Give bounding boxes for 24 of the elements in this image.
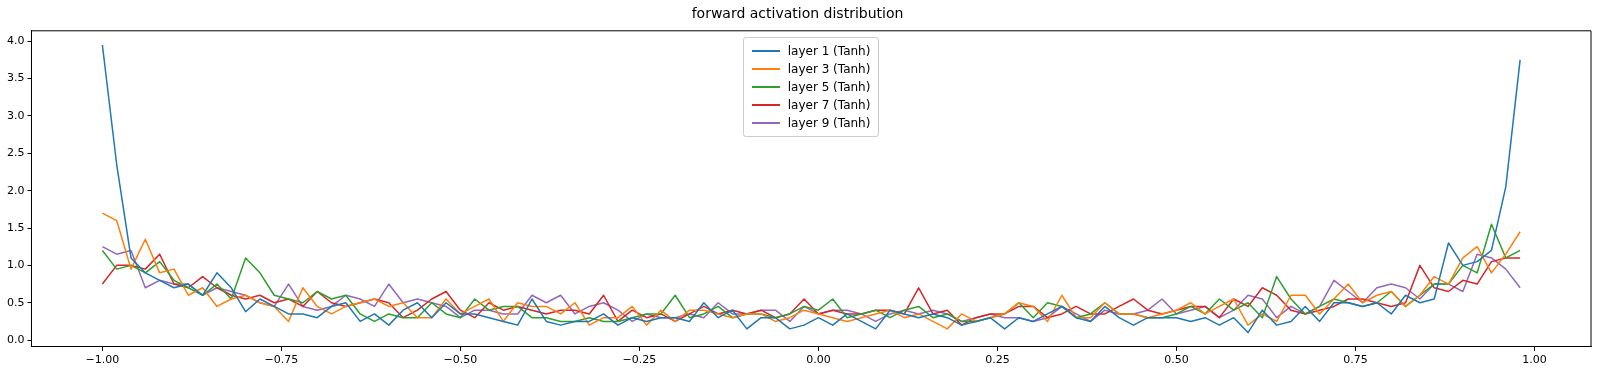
legend-label: layer 1 (Tanh) (787, 43, 871, 58)
x-tick-label: 1.00 (1522, 353, 1547, 367)
x-tick-label: 0.50 (1164, 353, 1189, 367)
y-tick-label: 2.5 (6, 146, 25, 160)
y-tick-label: 3.0 (6, 108, 25, 122)
legend-label: layer 7 (Tanh) (787, 97, 871, 112)
y-tick-label: 4.0 (6, 34, 25, 48)
x-tick-label: −1.00 (85, 353, 120, 367)
x-tick-label: −0.25 (622, 353, 657, 367)
legend-label: layer 9 (Tanh) (787, 115, 871, 130)
y-tick-label: 2.0 (6, 183, 25, 197)
legend-label: layer 3 (Tanh) (787, 61, 871, 76)
x-tick-label: 0.00 (806, 353, 831, 367)
x-tick-label: 0.25 (985, 353, 1010, 367)
y-tick-label: 0.0 (6, 332, 25, 346)
chart-title: forward activation distribution (691, 5, 904, 22)
y-tick-label: 1.5 (6, 220, 25, 234)
y-tick-label: 1.0 (6, 258, 25, 272)
x-tick-label: −0.50 (443, 353, 478, 367)
x-tick-label: −0.75 (264, 353, 299, 367)
x-tick-label: 0.75 (1343, 353, 1368, 367)
y-tick-label: 0.5 (6, 295, 25, 309)
legend-label: layer 5 (Tanh) (787, 79, 871, 94)
y-tick-label: 3.5 (6, 71, 25, 85)
